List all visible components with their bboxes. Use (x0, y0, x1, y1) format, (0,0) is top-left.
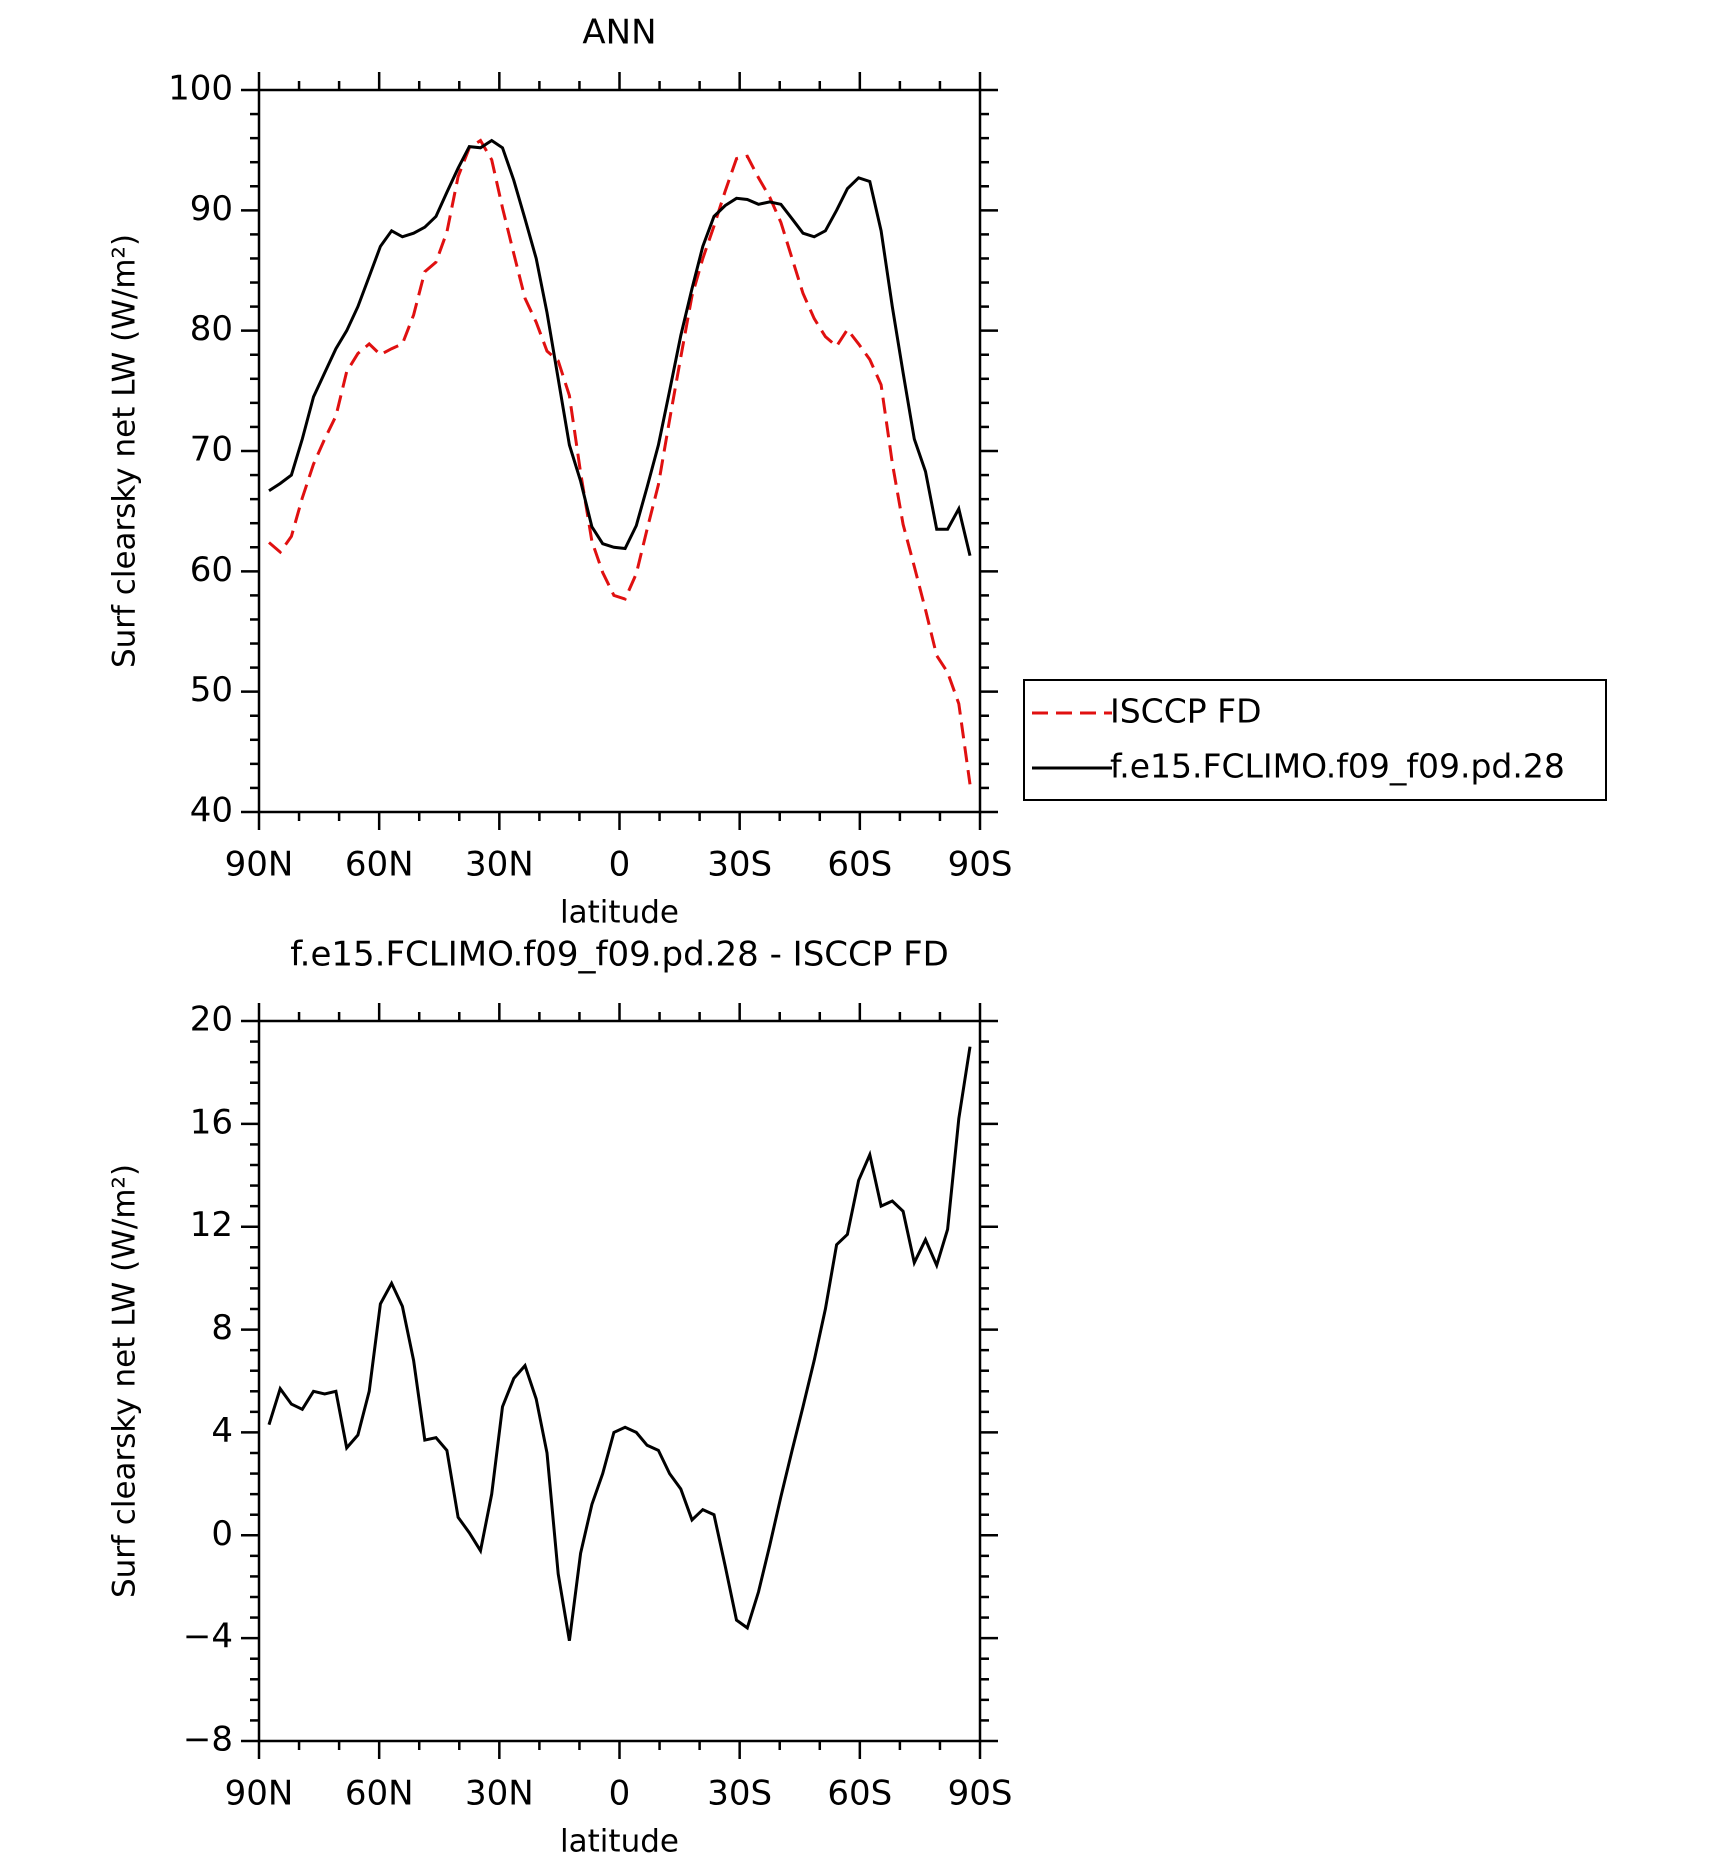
x-axis-label: latitude (560, 895, 679, 931)
y-tick-label: 50 (190, 670, 233, 710)
y-tick-label: 16 (190, 1102, 233, 1142)
y-tick-label: 8 (211, 1308, 233, 1348)
y-tick-label: 70 (190, 430, 233, 470)
y-tick-label: 60 (190, 550, 233, 590)
y-tick-label: 80 (190, 309, 233, 349)
y-axis-label: Surf clearsky net LW (W/m²) (107, 1164, 143, 1598)
series-line (267, 1046, 972, 1641)
y-tick-label: 4 (211, 1411, 233, 1451)
series-line (268, 138, 972, 785)
chart-title: f.e15.FCLIMO.f09_f09.pd.28 - ISCCP FD (290, 935, 949, 975)
x-tick-label: 30S (707, 1774, 772, 1814)
x-tick-label: 90S (948, 845, 1013, 885)
x-tick-label: 30S (707, 845, 772, 885)
y-tick-label: −4 (183, 1617, 233, 1657)
legend-box (1023, 679, 1607, 801)
y-tick-label: 90 (190, 189, 233, 229)
y-axis-label: Surf clearsky net LW (W/m²) (107, 234, 143, 668)
x-tick-label: 30N (465, 845, 534, 885)
x-tick-label: 60S (827, 845, 892, 885)
legend: ISCCP FD f.e15.FCLIMO.f09_f09.pd.28 (1023, 679, 1607, 801)
y-tick-label: −8 (183, 1720, 233, 1760)
y-tick-label: 40 (190, 791, 233, 831)
x-tick-label: 90N (225, 1774, 294, 1814)
legend-label: ISCCP FD (1110, 692, 1262, 731)
x-tick-label: 60S (827, 1774, 892, 1814)
x-tick-label: 0 (609, 1774, 631, 1814)
y-tick-label: 12 (190, 1205, 233, 1245)
y-tick-label: 0 (211, 1514, 233, 1554)
series-line (268, 138, 972, 557)
x-tick-label: 60N (345, 845, 414, 885)
x-tick-label: 0 (609, 845, 631, 885)
x-axis-label: latitude (560, 1824, 679, 1860)
plot-frame (257, 88, 982, 814)
x-tick-label: 90N (225, 845, 294, 885)
y-tick-label: 100 (168, 69, 233, 109)
plot-frame (257, 1019, 982, 1743)
x-tick-label: 30N (465, 1774, 534, 1814)
y-tick-label: 20 (190, 1000, 233, 1040)
legend-label: f.e15.FCLIMO.f09_f09.pd.28 (1110, 747, 1565, 786)
x-tick-label: 60N (345, 1774, 414, 1814)
x-tick-label: 90S (948, 1774, 1013, 1814)
chart-title: ANN (582, 13, 656, 53)
